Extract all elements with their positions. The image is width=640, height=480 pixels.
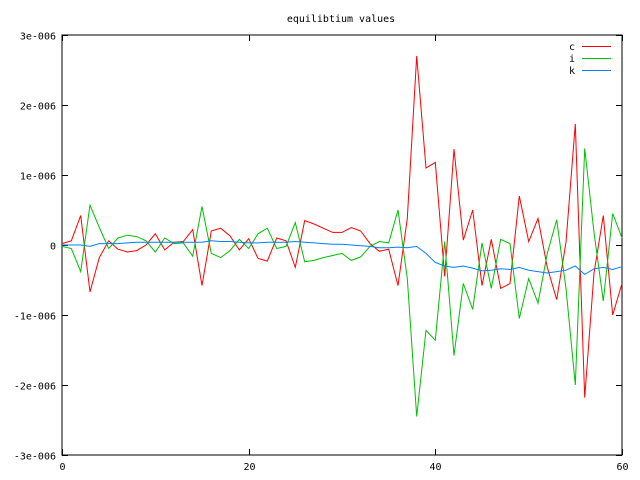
plot-area: 3e-006 2e-006 1e-006 0 -1e-006 -2e-006 -3e-006… bbox=[14, 32, 629, 474]
legend-label-c: c bbox=[569, 42, 575, 53]
y-tick-label: -2e-006 bbox=[14, 382, 56, 393]
y-tick-label: 2e-006 bbox=[20, 102, 56, 113]
x-tick-label: 20 bbox=[243, 462, 255, 473]
series-line-i bbox=[61, 148, 623, 417]
y-tick-label: -3e-006 bbox=[14, 452, 56, 463]
series-line-k bbox=[62, 240, 623, 276]
legend-label-k: k bbox=[569, 66, 575, 77]
x-tick-label: 60 bbox=[616, 462, 628, 473]
x-tick-label: 0 bbox=[59, 462, 65, 473]
y-tick-label: 3e-006 bbox=[20, 32, 56, 43]
legend: cik bbox=[569, 42, 611, 77]
chart-title: equilibtium values bbox=[287, 14, 395, 25]
x-tick-label: 40 bbox=[429, 462, 441, 473]
legend-label-i: i bbox=[569, 54, 575, 65]
y-tick-label: 1e-006 bbox=[20, 172, 56, 183]
y-tick-label: -1e-006 bbox=[14, 312, 56, 323]
series-line-c bbox=[61, 55, 623, 398]
y-tick-label: 0 bbox=[50, 242, 56, 253]
